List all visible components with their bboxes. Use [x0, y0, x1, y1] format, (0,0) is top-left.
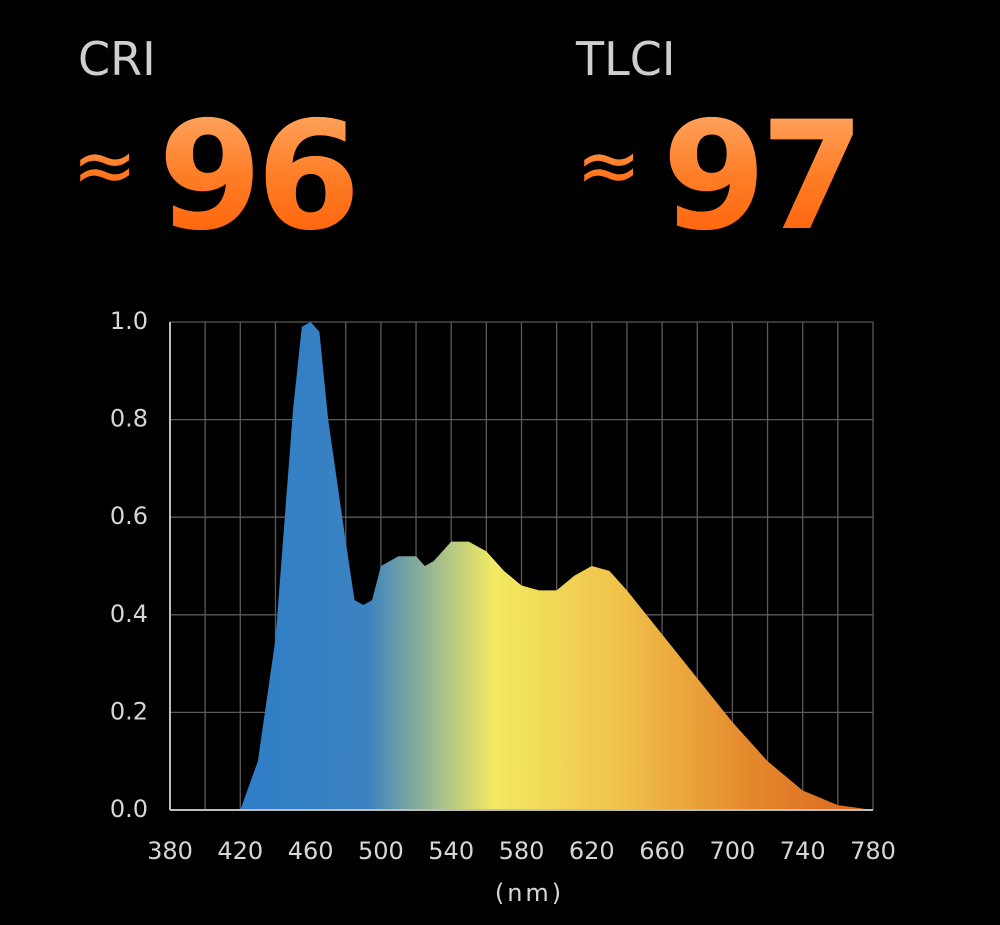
- x-tick-label: 660: [639, 837, 685, 865]
- x-tick-label: 380: [147, 837, 193, 865]
- metric-value: 96: [158, 90, 355, 264]
- x-tick-label: 620: [569, 837, 615, 865]
- x-tick-label: 460: [288, 837, 334, 865]
- plot: 0.0 0.2 0.4 0.6 0.8 1.0 380 420 460 500 540 580 620 6…: [110, 307, 896, 907]
- y-tick-label: 0.4: [110, 600, 148, 628]
- x-tick-label: 580: [499, 837, 545, 865]
- metric-value: 97: [662, 90, 859, 264]
- metric-label: CRI: [78, 32, 156, 86]
- x-tick-label: 740: [780, 837, 826, 865]
- y-tick-label: 0.2: [110, 697, 148, 725]
- y-tick-label: 0.6: [110, 502, 148, 530]
- x-axis-label: (nm): [495, 879, 564, 907]
- metric-prefix: ≈: [576, 121, 641, 211]
- x-tick-label: 780: [850, 837, 896, 865]
- y-tick-label: 1.0: [110, 307, 148, 335]
- metric-prefix: ≈: [72, 121, 137, 211]
- spectrum-area: [240, 322, 874, 810]
- x-tick-label: 500: [358, 837, 404, 865]
- y-tick-label: 0.8: [110, 405, 148, 433]
- metric-label: TLCI: [575, 32, 675, 86]
- y-tick-label: 0.0: [110, 795, 148, 823]
- x-tick-label: 420: [217, 837, 263, 865]
- x-tick-label: 700: [709, 837, 755, 865]
- x-tick-label: 540: [428, 837, 474, 865]
